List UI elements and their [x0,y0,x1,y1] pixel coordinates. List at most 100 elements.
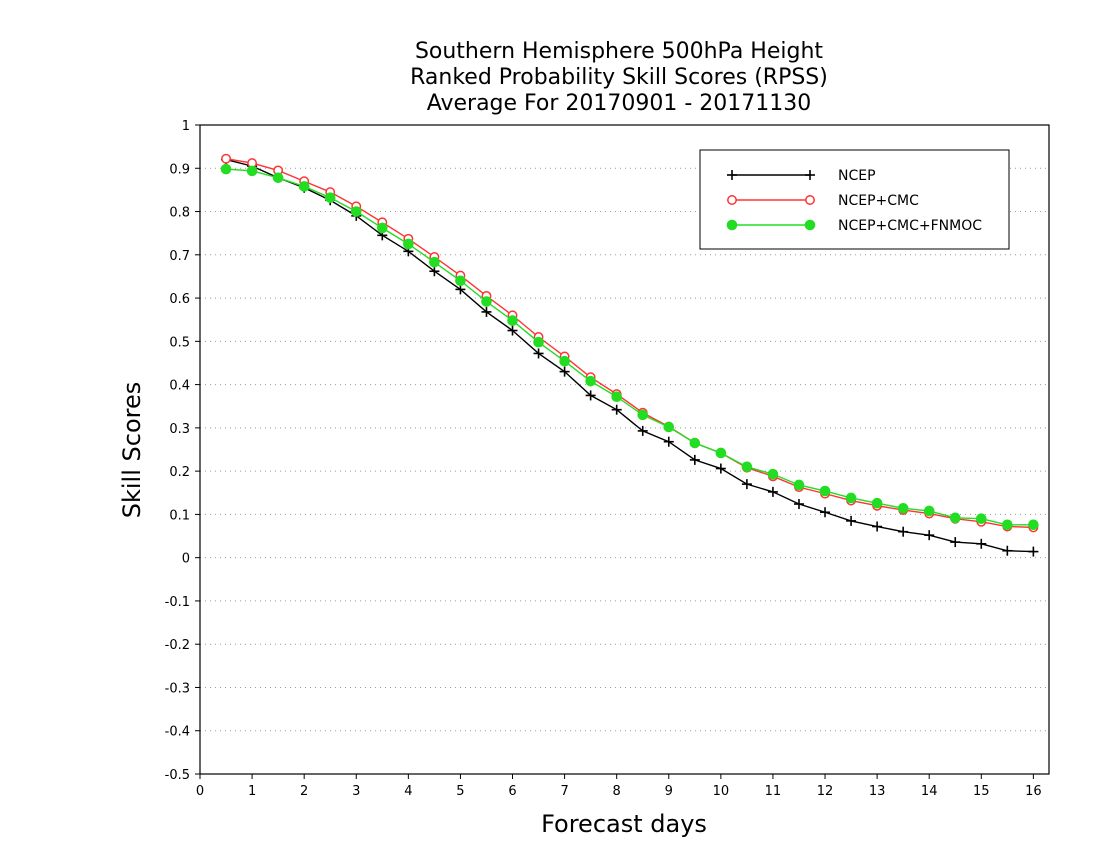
legend-marker [805,195,815,205]
x-tick-label: 13 [869,784,886,799]
legend: NCEP NCEP+CMC NCEP+CMC+FNMOC [699,149,1010,250]
data-point [741,461,753,473]
series-layer [220,153,1039,557]
legend-entry: NCEP [727,168,876,184]
data-point [923,505,935,517]
data-point [611,391,622,403]
data-point [689,454,700,465]
x-tick-label: 6 [508,784,516,799]
data-point [1002,519,1013,531]
series-ncep-cmc-fnmoc [220,163,1039,531]
x-tick-label: 2 [300,784,308,799]
data-point [429,256,440,268]
data-point [819,485,831,497]
data-point [741,479,752,490]
legend-entry: NCEP+CMC+FNMOC [726,218,982,234]
y-tick-label: 0.1 [169,508,190,523]
x-axis-ticks: 0 1 2 3 4 5 6 7 8 9 10 11 12 13 14 15 16 [196,774,1042,799]
data-point [272,172,284,184]
data-point [585,375,596,387]
data-point [715,463,726,474]
data-point [1028,546,1039,557]
y-tick-label: -0.3 [165,681,190,696]
data-point [455,284,466,295]
y-tick-label: 0.3 [169,422,190,437]
x-tick-label: 5 [456,784,464,799]
data-point [533,336,544,348]
data-point [559,366,570,377]
data-point [793,499,804,510]
grid-lines [200,167,1049,732]
data-point [898,526,909,537]
data-point [585,390,596,401]
legend-marker [804,219,816,231]
x-tick-label: 11 [765,784,782,799]
data-point [871,497,883,509]
data-point [611,404,622,415]
data-point [455,275,466,287]
data-point [949,512,961,524]
data-point [846,515,857,526]
legend-marker [727,195,737,205]
data-point [220,163,232,175]
data-point [767,468,779,480]
y-tick-label: 0.4 [169,379,190,394]
title-line-2: Ranked Probability Skill Scores (RPSS) [410,65,828,90]
data-point [924,530,935,541]
data-point [820,507,831,518]
data-point [481,306,492,317]
data-point [872,521,883,532]
legend-entry: NCEP+CMC [727,193,919,209]
data-point [845,492,857,504]
legend-marker [805,170,815,180]
y-tick-label: -0.1 [165,595,190,610]
y-tick-label: -0.4 [165,725,190,740]
data-point [950,537,961,548]
data-point [324,192,336,203]
data-point [975,513,987,525]
x-tick-label: 9 [665,784,673,799]
x-tick-label: 15 [973,784,990,799]
x-tick-label: 0 [196,784,204,799]
x-axis-label: Forecast days [541,810,707,838]
title-line-3: Average For 20170901 - 20171130 [427,91,812,116]
data-point [767,486,778,497]
x-tick-label: 4 [404,784,412,799]
y-tick-label: 1 [182,119,190,134]
y-tick-label: -0.2 [165,638,190,653]
data-point [533,348,544,359]
data-point [976,538,987,549]
data-point [715,447,727,459]
data-point [637,409,649,421]
legend-label: NCEP+CMC [838,193,919,209]
data-point [403,238,414,250]
data-point [481,296,492,307]
series-line [225,158,1034,553]
data-point [298,181,310,192]
chart-title: Southern Hemisphere 500hPa Height Ranked… [410,39,828,116]
data-point [897,503,909,514]
data-point [1028,519,1039,531]
plot-frame [199,124,1050,775]
legend-label: NCEP+CMC+FNMOC [838,218,982,234]
data-point [559,355,570,367]
data-point [663,421,675,433]
data-point [221,153,231,164]
x-tick-label: 16 [1025,784,1042,799]
y-tick-label: 0.6 [169,292,190,307]
y-axis-ticks: -0.5 -0.4 -0.3 -0.2 -0.1 0 0.1 0.2 0.3 0.4 0.5 0.6 0… [165,119,200,783]
data-point [507,325,518,336]
x-tick-label: 8 [613,784,621,799]
x-tick-label: 1 [248,784,256,799]
x-tick-label: 10 [713,784,730,799]
data-point [1002,545,1013,556]
data-point [429,266,440,277]
data-point [246,165,258,177]
data-point [663,436,674,447]
data-point [350,206,362,217]
y-axis-label: Skill Scores [118,382,146,519]
data-point [793,479,805,491]
data-point [377,222,388,234]
x-tick-label: 12 [817,784,834,799]
